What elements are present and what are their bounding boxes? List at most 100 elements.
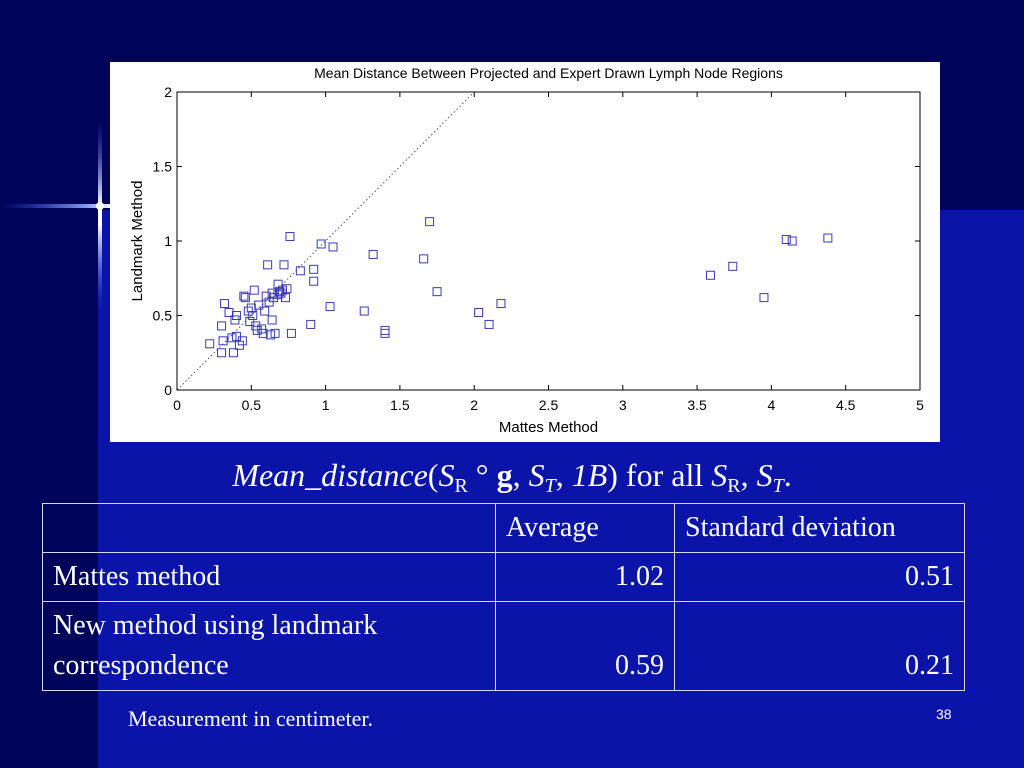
data-point <box>260 306 270 316</box>
data-point <box>205 339 215 349</box>
data-point <box>359 306 369 316</box>
data-point <box>237 336 247 346</box>
data-point <box>279 260 289 270</box>
header-cell-empty <box>42 503 496 553</box>
data-point <box>249 285 259 295</box>
data-point <box>263 260 273 270</box>
caption-sub-t2: T <box>772 475 784 497</box>
data-point <box>286 328 296 338</box>
data-point <box>217 348 227 358</box>
data-point <box>419 254 429 264</box>
row-std: 0.51 <box>674 552 965 602</box>
data-point <box>728 261 738 271</box>
caption-sub-r2: R <box>727 475 741 497</box>
table-header-row: Average Standard deviation <box>42 503 965 553</box>
caption-open: ( <box>427 457 439 493</box>
x-tick-label: 2 <box>470 397 478 413</box>
y-tick-label: 0 <box>164 382 172 398</box>
data-point <box>368 249 378 259</box>
row-average: 1.02 <box>495 552 675 602</box>
footnote: Measurement in centimeter. <box>128 706 373 731</box>
caption-s1: S <box>438 457 455 493</box>
data-point <box>282 284 292 294</box>
data-point <box>285 232 295 242</box>
data-point <box>759 293 769 303</box>
data-point <box>787 236 797 246</box>
data-point <box>275 287 285 297</box>
x-tick-label: 4 <box>768 397 776 413</box>
formula-caption: Mean_distance(SR ° g, ST, 1B) for all SR… <box>0 455 1024 497</box>
data-point <box>309 264 319 274</box>
data-point <box>432 287 442 297</box>
data-point <box>474 308 484 318</box>
data-point <box>425 217 435 227</box>
row-method: Mattes method <box>42 552 496 602</box>
caption-g: g <box>496 457 513 493</box>
x-tick-label: 3 <box>619 397 627 413</box>
table-row: New method using landmark correspondence… <box>42 601 965 691</box>
data-point <box>248 311 258 320</box>
data-point <box>484 319 494 329</box>
caption-comma3: , <box>740 457 757 493</box>
caption-close: ) <box>607 457 618 493</box>
row-std: 0.21 <box>674 601 965 691</box>
caption-comma2: , <box>555 457 572 493</box>
row-method: New method using landmark correspondence <box>42 601 496 691</box>
scatter-figure: Mean Distance Between Projected and Expe… <box>110 62 940 442</box>
data-point <box>781 235 791 245</box>
caption-comma1: , <box>512 457 529 493</box>
x-tick-label: 4.5 <box>836 397 856 413</box>
y-tick-label: 1.5 <box>153 159 173 175</box>
data-point <box>224 308 234 318</box>
data-point <box>325 302 335 312</box>
caption-period: . <box>783 457 792 493</box>
caption-1b: 1B <box>571 457 608 493</box>
x-tick-label: 0.5 <box>242 397 262 413</box>
data-point <box>267 315 277 325</box>
x-tick-label: 5 <box>916 397 924 413</box>
header-cell-average: Average <box>495 503 675 553</box>
data-point <box>240 293 250 303</box>
data-point <box>217 321 227 331</box>
data-point <box>306 319 316 329</box>
y-tick-label: 0.5 <box>153 308 173 324</box>
caption-sub-r1: R <box>454 475 468 497</box>
x-tick-label: 0 <box>173 397 181 413</box>
x-axis-label: Mattes Method <box>499 419 598 436</box>
caption-s3: S <box>711 457 728 493</box>
data-point <box>228 348 238 358</box>
data-point <box>246 303 256 313</box>
x-tick-label: 1 <box>322 397 330 413</box>
data-point <box>823 233 833 243</box>
data-point <box>254 300 264 310</box>
data-point <box>380 328 390 338</box>
y-axis-label: Landmark Method <box>129 181 146 302</box>
x-tick-label: 2.5 <box>539 397 559 413</box>
data-point <box>261 291 271 301</box>
data-point <box>270 328 280 338</box>
sparkle-decoration-icon <box>0 120 112 310</box>
data-point <box>705 270 715 280</box>
y-tick-label: 2 <box>164 84 172 100</box>
caption-for-all: for all <box>617 457 712 493</box>
caption-sub-t1: T <box>544 475 556 497</box>
data-point <box>239 291 249 301</box>
scatter-chart: Mean Distance Between Projected and Expe… <box>129 65 924 436</box>
data-point <box>328 242 338 252</box>
page-number: 38 <box>936 706 952 722</box>
data-point <box>231 311 241 320</box>
data-point <box>380 325 390 335</box>
caption-func: Mean_distance <box>232 457 428 493</box>
y-tick-label: 1 <box>164 233 172 249</box>
caption-s4: S <box>756 457 773 493</box>
data-point <box>295 266 305 276</box>
data-point <box>258 328 268 338</box>
data-point <box>309 276 319 286</box>
data-point <box>280 293 290 303</box>
x-tick-label: 3.5 <box>687 397 707 413</box>
data-point <box>218 336 228 346</box>
data-point <box>220 299 230 309</box>
x-tick-label: 1.5 <box>390 397 410 413</box>
header-cell-std: Standard deviation <box>674 503 965 553</box>
row-average: 0.59 <box>495 601 675 691</box>
